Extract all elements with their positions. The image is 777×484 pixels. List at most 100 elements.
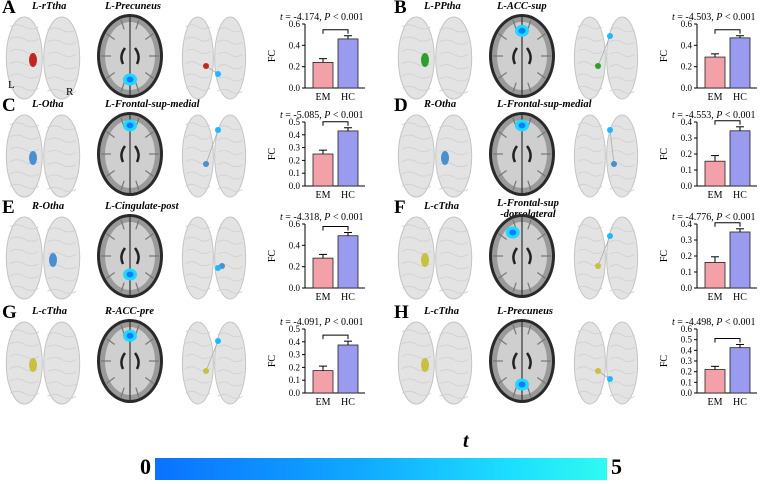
y-tick-label: 0.3	[681, 235, 693, 245]
y-tick-label: 0.4	[289, 337, 301, 347]
y-tick-label: 0.3	[681, 133, 693, 143]
axial-slice	[97, 112, 163, 196]
left-hemisphere-label: L	[8, 79, 15, 91]
axial-slice	[489, 319, 555, 403]
target-region-label: L-ACC-sup	[497, 1, 547, 12]
stats-annotation: t = -4.776, P < 0.001	[672, 212, 756, 223]
bar-em	[704, 262, 726, 289]
seed-node	[203, 368, 209, 374]
bar-hc	[337, 344, 359, 394]
axial-slice	[489, 14, 555, 98]
panel-letter: E	[2, 197, 15, 218]
x-tick-label: HC	[341, 397, 355, 408]
y-axis-label: FC	[267, 250, 278, 263]
panel-letter: G	[2, 302, 17, 323]
y-tick-label: 0.6	[289, 19, 301, 29]
bar-hc	[729, 130, 751, 187]
target-node	[215, 338, 221, 344]
x-tick-label: HC	[341, 92, 355, 103]
seed-brain-render	[397, 216, 473, 300]
seed-region-label: L-Otha	[32, 99, 64, 110]
y-axis-label: FC	[267, 148, 278, 161]
x-tick-label: HC	[341, 292, 355, 303]
target-region-label: L-Cingulate-post	[105, 201, 179, 212]
y-tick-label: 0.0	[681, 388, 693, 398]
bar-chart: 0.00.10.20.30.40.50.6 FC EM HC	[659, 324, 757, 408]
connection-brain-render	[573, 16, 639, 100]
bar-hc	[337, 130, 359, 187]
bar-chart: 0.0 0.1 0.2 0.3 0.4 0.5 FC EM HC	[267, 324, 365, 408]
connection-brain-render	[573, 321, 639, 405]
target-region-label: L-Precuneus	[497, 306, 553, 317]
bar-em	[312, 62, 334, 89]
y-tick-label: 0.5	[289, 117, 301, 127]
y-tick-label: 0.2	[681, 62, 692, 72]
y-tick-label: 0.4	[289, 40, 301, 50]
bar-hc	[337, 38, 359, 89]
significance-bracket	[322, 334, 349, 340]
significance-bracket	[322, 226, 349, 231]
bar-chart: 0.0 0.1 0.2 0.3 0.4 FC EM HC	[659, 219, 757, 303]
seed-brain-render	[5, 321, 81, 405]
seed-marker	[421, 358, 429, 372]
stats-annotation: t = -4.498, P < 0.001	[672, 317, 756, 328]
panel-letter: F	[394, 197, 406, 218]
connection-brain-render	[573, 114, 639, 198]
panel-letter: C	[2, 95, 16, 116]
y-tick-label: 0.0	[681, 181, 693, 191]
axial-slice	[97, 14, 163, 98]
axial-slice	[97, 319, 163, 403]
y-tick-label: 0.3	[681, 356, 693, 366]
x-tick-label: HC	[733, 292, 747, 303]
seed-brain-render	[5, 114, 81, 198]
y-axis-label: FC	[659, 250, 670, 263]
bar-hc	[729, 37, 751, 89]
seed-node	[595, 263, 601, 269]
seed-region-label: L-PPtha	[424, 1, 461, 12]
seed-region-label: L-cTtha	[32, 306, 67, 317]
seed-node	[611, 161, 617, 167]
y-axis-label: FC	[659, 148, 670, 161]
axial-slice	[97, 214, 163, 298]
y-tick-label: 0.2	[289, 62, 300, 72]
seed-marker	[49, 253, 57, 267]
axial-slice	[489, 214, 555, 298]
bar-chart: 0.0 0.2 0.4 0.6 FC EM HC	[267, 19, 365, 103]
y-tick-label: 0.6	[681, 19, 693, 29]
axial-slice	[489, 112, 555, 196]
y-axis-label: FC	[659, 50, 670, 63]
panel-E: E R-Otha L-Cingulate-post t = -4.318, P < 0…	[0, 197, 385, 306]
seed-node	[203, 161, 209, 167]
y-tick-label: 0.0	[289, 181, 301, 191]
seed-region-label: L-cTtha	[424, 201, 459, 212]
panel-H: H L-cTtha L-Precuneus t = -4.498, P < 0.001…	[392, 302, 777, 411]
bar-em	[704, 369, 726, 394]
y-axis-label: FC	[267, 50, 278, 63]
significance-bracket	[714, 337, 741, 343]
y-tick-label: 0.0	[289, 283, 301, 293]
y-tick-label: 0.3	[289, 143, 301, 153]
y-tick-label: 0.2	[681, 251, 692, 261]
y-tick-label: 0.4	[681, 345, 693, 355]
y-tick-label: 0.0	[289, 388, 301, 398]
panel-letter: B	[394, 0, 407, 18]
bar-hc	[729, 231, 751, 289]
seed-region-label: R-Otha	[424, 99, 457, 110]
seed-node	[595, 368, 601, 374]
seed-brain-render	[397, 114, 473, 198]
target-region-label: L-Frontal-sup-medial	[105, 99, 200, 110]
y-tick-label: 0.2	[289, 262, 300, 272]
y-axis-label: FC	[659, 355, 670, 368]
panel-G: G L-cTtha R-ACC-pre t = -4.091, P < 0.001 0.…	[0, 302, 385, 411]
seed-node	[595, 63, 601, 69]
seed-brain-render	[5, 216, 81, 300]
y-tick-label: 0.5	[289, 324, 301, 334]
stats-annotation: t = -4.318, P < 0.001	[280, 212, 364, 223]
y-tick-label: 0.1	[681, 377, 692, 387]
y-tick-label: 0.0	[289, 83, 301, 93]
target-node	[215, 265, 221, 271]
stats-annotation: t = -5.085, P < 0.001	[280, 110, 364, 121]
x-tick-label: EM	[708, 292, 723, 303]
y-tick-label: 0.0	[681, 83, 693, 93]
seed-marker	[29, 53, 37, 67]
